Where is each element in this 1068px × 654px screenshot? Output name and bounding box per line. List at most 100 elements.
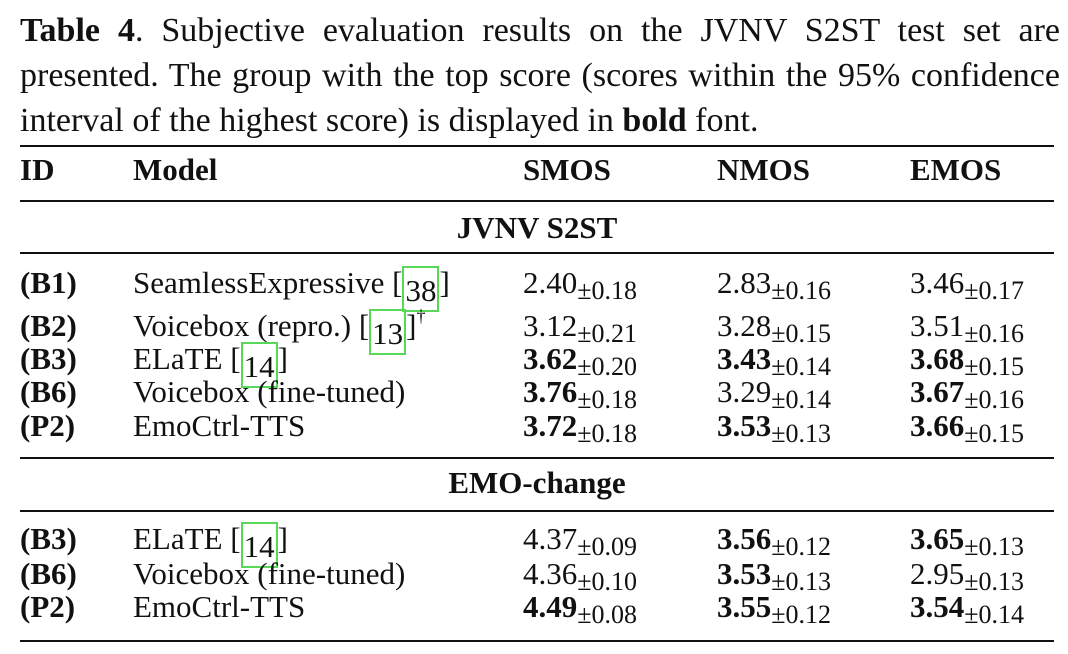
section-rule	[20, 510, 1054, 512]
model-name: EmoCtrl-TTS	[133, 408, 306, 443]
caption-bold-word: bold	[622, 102, 687, 139]
section-rule	[20, 252, 1054, 254]
emos-value: 3.51±0.16	[910, 308, 1025, 348]
citation-close: ]	[439, 265, 450, 300]
emos-score: 3.66	[910, 408, 965, 443]
row-id: (B2)	[20, 308, 77, 343]
emos-confidence-interval: ±0.17	[964, 276, 1025, 305]
row-id: (P2)	[20, 589, 76, 624]
smos-score: 4.36	[523, 556, 578, 591]
smos-confidence-interval: ±0.09	[577, 532, 638, 561]
smos-confidence-interval: ±0.18	[577, 385, 638, 414]
emos-value: 3.68±0.15	[910, 341, 1025, 381]
emos-confidence-interval: ±0.15	[964, 419, 1025, 448]
smos-value: 4.36±0.10	[523, 556, 638, 596]
emos-value: 3.66±0.15	[910, 408, 1025, 448]
nmos-value: 3.53±0.13	[717, 408, 831, 448]
smos-value: 2.40±0.18	[523, 265, 638, 305]
emos-confidence-interval: ±0.13	[964, 532, 1025, 561]
row-model: EmoCtrl-TTS	[133, 408, 305, 444]
row-id: (B6)	[20, 374, 77, 409]
smos-score: 4.49	[523, 589, 578, 624]
citation-close: ]	[277, 341, 288, 376]
caption-text-end: font.	[686, 102, 759, 139]
smos-score: 3.62	[523, 341, 578, 376]
citation-close: ]	[277, 521, 288, 556]
row-id: (B1)	[20, 265, 77, 300]
emos-score: 3.54	[910, 589, 965, 624]
citation-link[interactable]: 14	[240, 522, 278, 568]
nmos-value: 3.56±0.12	[717, 521, 832, 561]
nmos-value: 2.83±0.16	[717, 265, 832, 305]
row-id: (B3)	[20, 521, 77, 556]
header-id: ID	[20, 152, 55, 187]
nmos-value: 3.55±0.12	[717, 589, 832, 629]
top-rule	[20, 145, 1054, 147]
header-smos: SMOS	[523, 152, 611, 187]
row-model: Voicebox (repro.) [13]†	[133, 306, 425, 355]
row-model: Voicebox (fine-tuned)	[133, 374, 405, 410]
smos-score: 3.76	[523, 374, 578, 409]
nmos-score: 3.53	[717, 408, 772, 443]
smos-score: 2.40	[523, 265, 578, 300]
emos-confidence-interval: ±0.13	[964, 567, 1025, 596]
nmos-value: 3.43±0.14	[717, 341, 831, 381]
header-rule	[20, 200, 1054, 202]
smos-value: 3.72±0.18	[523, 408, 638, 448]
smos-score: 3.72	[523, 408, 578, 443]
nmos-confidence-interval: ±0.13	[771, 567, 832, 596]
smos-confidence-interval: ±0.20	[577, 352, 638, 381]
nmos-score: 2.83	[717, 265, 772, 300]
smos-value: 4.49±0.08	[523, 589, 637, 629]
emos-value: 3.67±0.16	[910, 374, 1025, 414]
smos-score: 4.37	[523, 521, 578, 556]
nmos-score: 3.43	[717, 341, 772, 376]
smos-confidence-interval: ±0.21	[577, 319, 638, 348]
nmos-score: 3.28	[717, 308, 772, 343]
nmos-confidence-interval: ±0.12	[771, 532, 832, 561]
emos-value: 3.46±0.17	[910, 265, 1025, 305]
section-divider-rule	[20, 457, 1054, 459]
smos-value: 3.12±0.21	[523, 308, 638, 348]
emos-confidence-interval: ±0.16	[964, 319, 1025, 348]
citation-link[interactable]: 14	[240, 342, 278, 388]
citation-link[interactable]: 38	[402, 266, 440, 312]
nmos-confidence-interval: ±0.12	[771, 600, 832, 629]
emos-confidence-interval: ±0.16	[964, 385, 1025, 414]
header-nmos: NMOS	[717, 152, 810, 187]
emos-score: 3.67	[910, 374, 965, 409]
nmos-confidence-interval: ±0.14	[771, 385, 832, 414]
smos-confidence-interval: ±0.18	[577, 419, 638, 448]
table-label: Table 4	[20, 12, 135, 49]
emos-confidence-interval: ±0.14	[964, 600, 1025, 629]
smos-value: 4.37±0.09	[523, 521, 638, 561]
nmos-value: 3.53±0.13	[717, 556, 832, 596]
smos-confidence-interval: ±0.10	[577, 567, 638, 596]
emos-score: 3.46	[910, 265, 965, 300]
row-model: Voicebox (fine-tuned)	[133, 556, 405, 592]
smos-value: 3.62±0.20	[523, 341, 638, 381]
citation-close: ]	[406, 308, 417, 343]
nmos-value: 3.29±0.14	[717, 374, 832, 414]
nmos-confidence-interval: ±0.16	[771, 276, 832, 305]
caption-text: . Subjective evaluation results on the J…	[20, 12, 1060, 139]
nmos-value: 3.28±0.15	[717, 308, 831, 348]
emos-score: 2.95	[910, 556, 965, 591]
emos-value: 3.54±0.14	[910, 589, 1025, 629]
row-model: ELaTE [14]	[133, 521, 288, 568]
section-title: EMO-change	[448, 465, 626, 500]
row-id: (B3)	[20, 341, 77, 376]
bottom-rule	[20, 640, 1054, 642]
model-name: Voicebox (fine-tuned)	[133, 556, 406, 591]
emos-score: 3.68	[910, 341, 965, 376]
smos-value: 3.76±0.18	[523, 374, 638, 414]
emos-confidence-interval: ±0.15	[964, 352, 1025, 381]
emos-value: 2.95±0.13	[910, 556, 1025, 596]
model-name: EmoCtrl-TTS	[133, 589, 306, 624]
section-title: JVNV S2ST	[456, 210, 618, 245]
citation-link[interactable]: 13	[369, 309, 407, 355]
emos-score: 3.65	[910, 521, 965, 556]
row-id: (P2)	[20, 408, 76, 443]
smos-confidence-interval: ±0.18	[577, 276, 638, 305]
row-id: (B6)	[20, 556, 77, 591]
